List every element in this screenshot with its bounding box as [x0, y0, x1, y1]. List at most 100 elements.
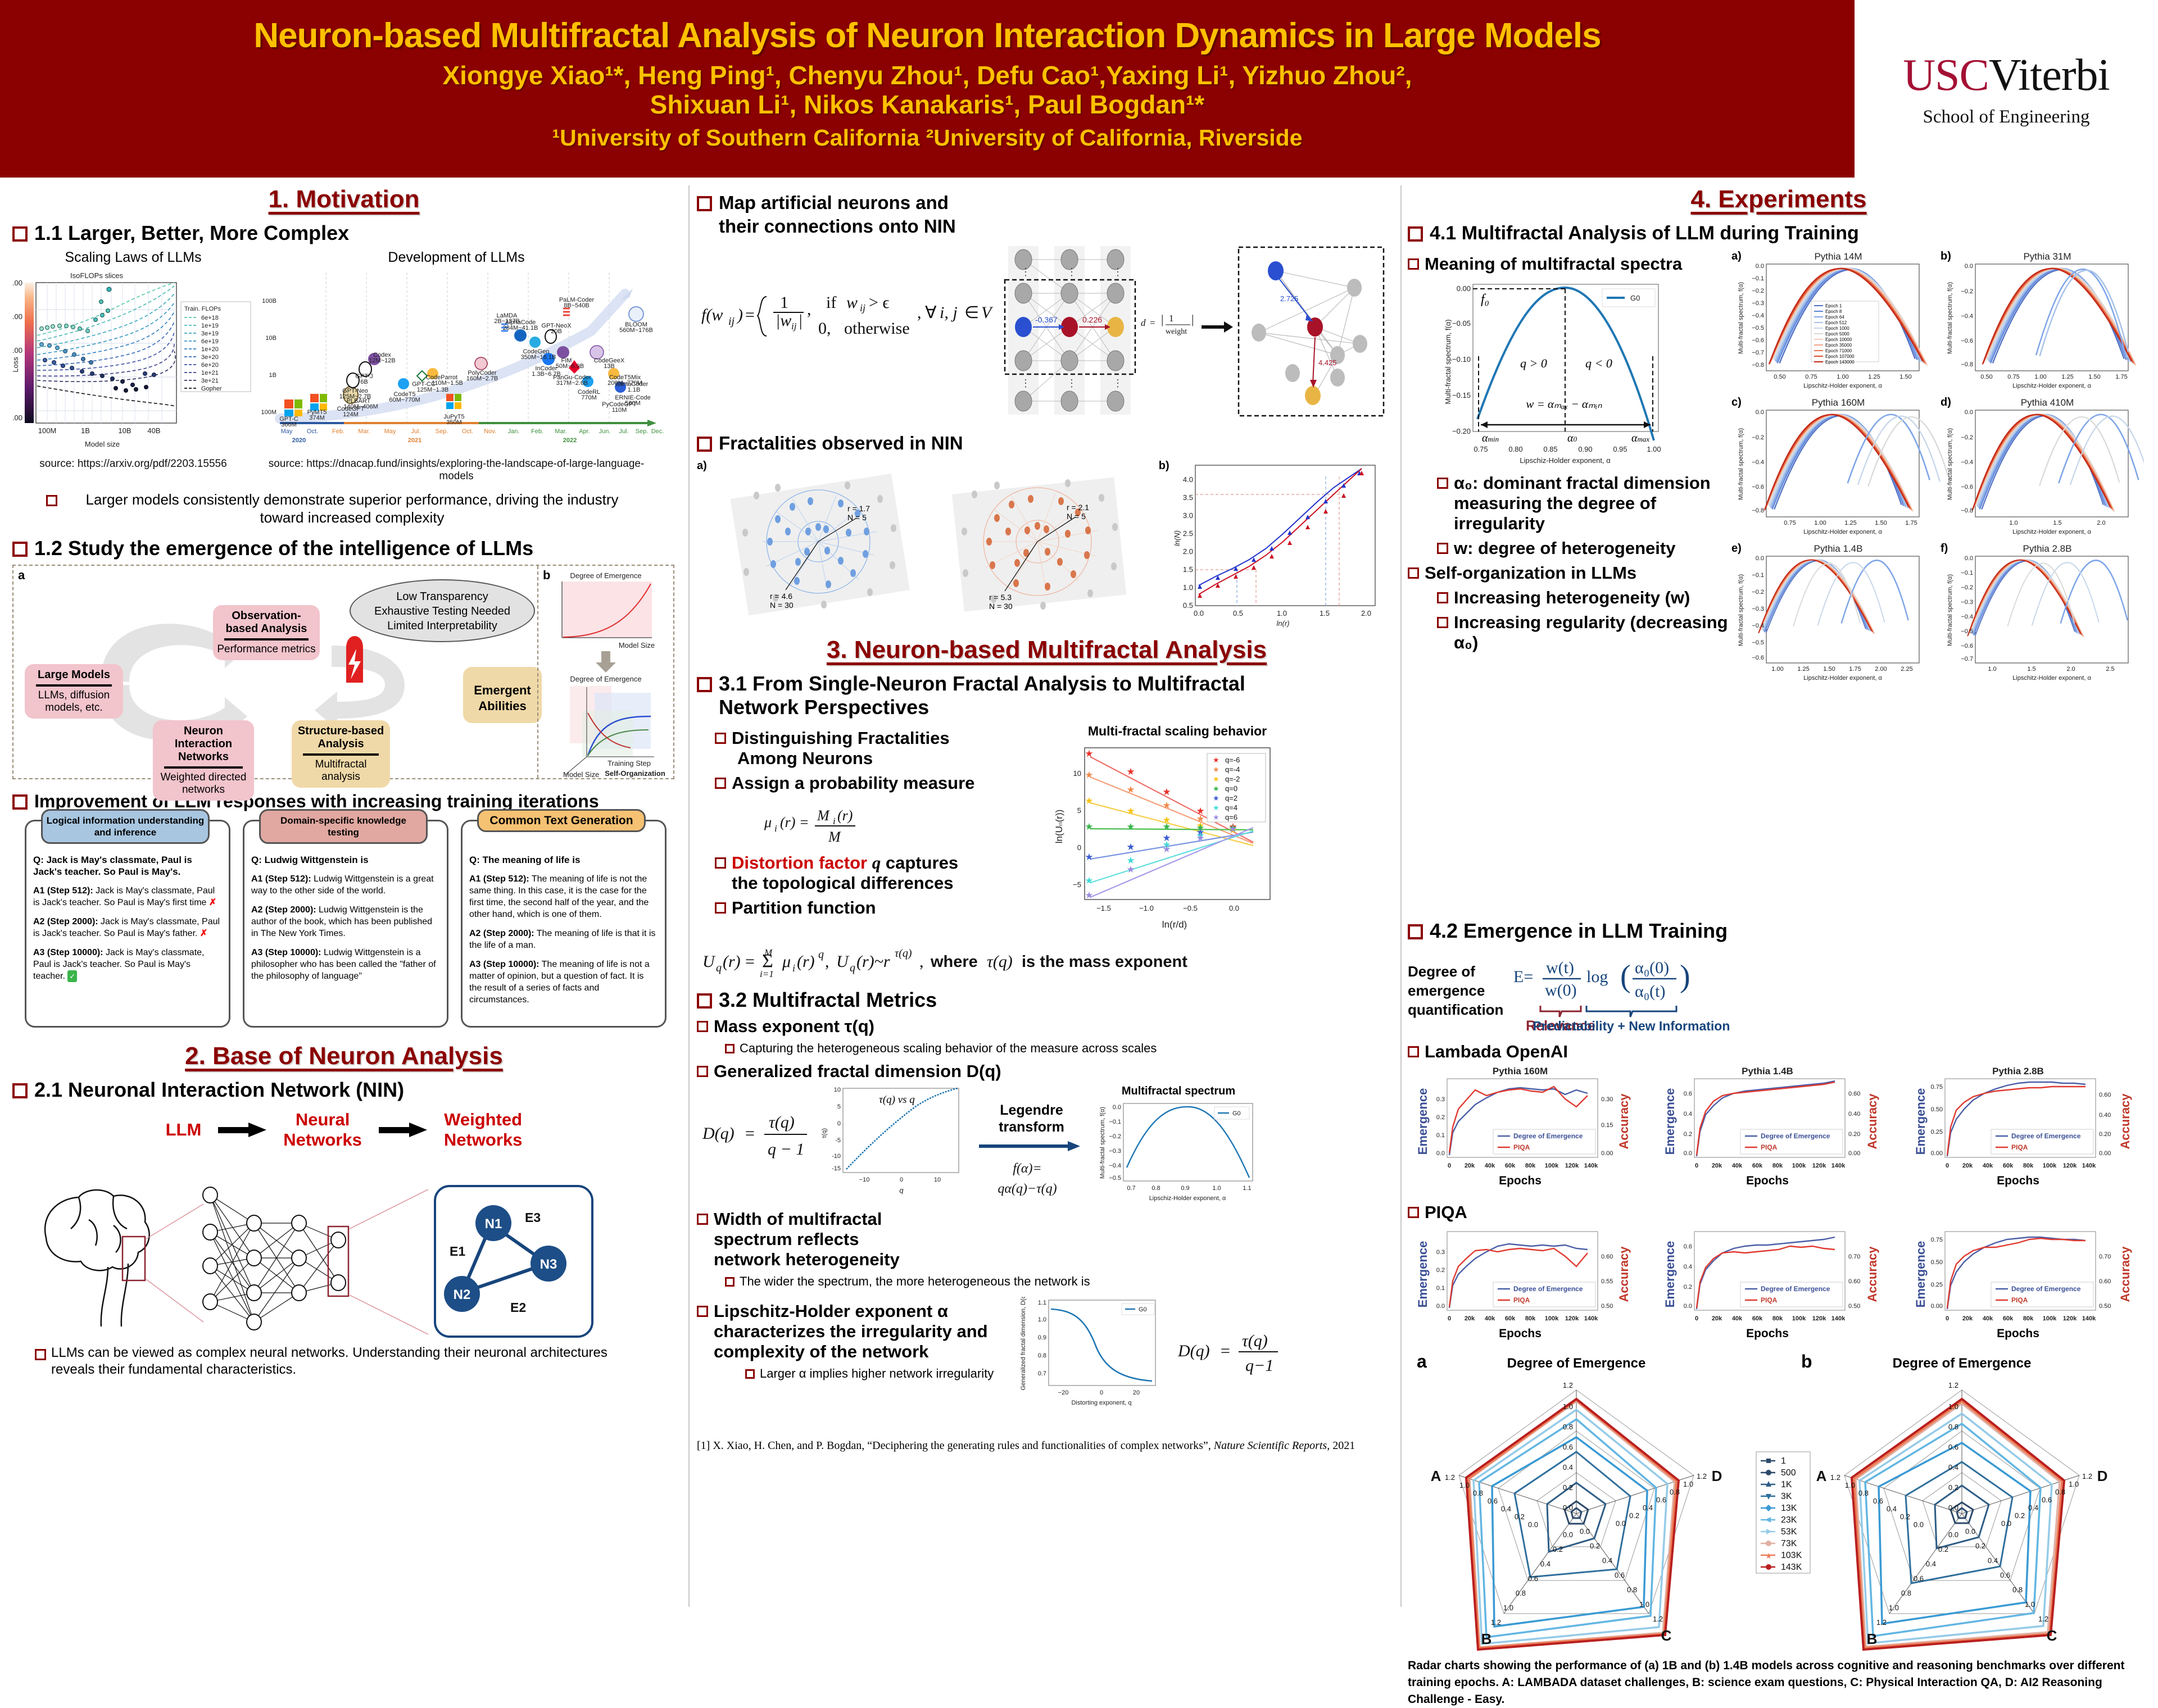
- lambada-p1-title: Pythia 160M: [1493, 1066, 1548, 1076]
- svg-text:10B: 10B: [265, 335, 276, 342]
- chart-scaling-laws-source: source: https://arxiv.org/pdf/2203.15556: [39, 458, 227, 470]
- svg-text:40k: 40k: [1732, 1315, 1743, 1322]
- svg-text:0.50: 0.50: [1980, 374, 1992, 380]
- bullet-so-heterogeneity: Increasing heterogeneity (w): [1437, 588, 1728, 608]
- svg-text:0.5: 0.5: [1183, 601, 1193, 610]
- radar-legend: 1 500 1K 3K 13K 23K 53K 73K ★ 103K 143K: [1756, 1451, 1811, 1574]
- svg-text:★: ★: [1085, 875, 1093, 886]
- bullet-alpha0: α₀: dominant fractal dimension measuring …: [1437, 473, 1728, 534]
- svg-text:6e+18: 6e+18: [201, 315, 219, 321]
- svg-text:Jul.: Jul.: [619, 428, 628, 435]
- svg-text:120k: 120k: [2063, 1315, 2077, 1322]
- lambada-heading: Lambada OpenAI: [1408, 1042, 2150, 1062]
- svg-text:1.1B: 1.1B: [628, 387, 641, 393]
- svg-text:1.0: 1.0: [1889, 1603, 1899, 1612]
- svg-text:q=-6: q=-6: [1225, 756, 1240, 764]
- svg-text:0.0: 0.0: [1563, 1530, 1573, 1539]
- qa-question: Q: The meaning of life is: [469, 855, 581, 865]
- qa-card-tab: Domain-specific knowledge testing: [259, 809, 428, 844]
- svg-text:★: ★: [1228, 825, 1237, 835]
- svg-text:0.0: 0.0: [1948, 1503, 1958, 1512]
- svg-text:0.6: 0.6: [1873, 1497, 1883, 1505]
- svg-text:0.0: 0.0: [1684, 1303, 1692, 1310]
- svg-text:Epoch 5000: Epoch 5000: [1825, 331, 1849, 337]
- chart-tau-vs-q: τ(q) vs q 10 5 0 -5 -10 -15 τ(q) −10 0 10 q: [817, 1085, 969, 1197]
- svg-text:1.0: 1.0: [2009, 520, 2018, 526]
- svg-text:80k: 80k: [1525, 1162, 1536, 1169]
- svg-text:0.0: 0.0: [1965, 1527, 1975, 1536]
- svg-text:★: ★: [1213, 756, 1219, 764]
- svg-text:0.4: 0.4: [1684, 1264, 1692, 1270]
- bullet-icon: [697, 677, 712, 692]
- svg-text:q: q: [850, 962, 855, 974]
- svg-text:ij: ij: [860, 302, 865, 314]
- svg-text:⋮: ⋮: [1113, 266, 1123, 278]
- svg-text:★: ★: [1196, 814, 1204, 824]
- svg-text:PIQA: PIQA: [1513, 1143, 1530, 1151]
- svg-text:PLBART: PLBART: [347, 398, 371, 405]
- svg-text:0: 0: [900, 1176, 903, 1183]
- svg-text:1B: 1B: [269, 372, 276, 379]
- svg-text:1.2: 1.2: [2082, 1472, 2092, 1480]
- svg-text:1.00: 1.00: [1814, 520, 1826, 526]
- reference-journal: Nature Scientific Reports: [1213, 1439, 1327, 1452]
- svg-text:−0.4: −0.4: [1961, 313, 1973, 320]
- svg-text:4.00: 4.00: [12, 312, 22, 321]
- svg-text:τ(q): τ(q): [987, 952, 1013, 971]
- svg-text:100B: 100B: [262, 298, 276, 305]
- nin-edge-e3: E3: [525, 1210, 541, 1225]
- svg-text:,: ,: [825, 952, 829, 971]
- svg-text:Σ: Σ: [762, 951, 773, 971]
- svg-text:q=2: q=2: [1225, 794, 1237, 802]
- svg-text:−0.10: −0.10: [1452, 355, 1471, 364]
- svg-text:,: ,: [917, 303, 922, 322]
- svg-text:3.0: 3.0: [1183, 511, 1193, 520]
- svg-text:i: i: [792, 962, 795, 974]
- svg-text:0.8: 0.8: [1473, 1489, 1483, 1497]
- svg-text:0.2: 0.2: [1436, 1267, 1445, 1274]
- fract-right-r1: r = 2.1: [1067, 503, 1089, 512]
- svg-text:40k: 40k: [1732, 1162, 1743, 1169]
- svg-text:0.4: 0.4: [1988, 1556, 1998, 1565]
- svg-text:Emergence: Emergence: [1914, 1241, 1928, 1308]
- svg-text:M: M: [828, 829, 841, 845]
- svg-text:Oct.: Oct.: [307, 428, 318, 435]
- svg-text:0.2: 0.2: [1563, 1483, 1573, 1492]
- svg-text:1.50: 1.50: [1823, 666, 1835, 673]
- svg-text:50M~6.9B: 50M~6.9B: [556, 363, 584, 370]
- svg-text:1.2: 1.2: [1830, 1473, 1840, 1482]
- svg-text:3.00: 3.00: [12, 346, 22, 355]
- svg-text:0: 0: [1946, 1315, 1949, 1322]
- svg-text:FIM: FIM: [561, 357, 572, 364]
- bullet-icon: [35, 1349, 46, 1360]
- svg-text:|: |: [1161, 312, 1163, 326]
- subsection-4-1-heading: 4.1 Multifractal Analysis of LLM during …: [1408, 221, 2150, 245]
- lambada-p2-title: Pythia 1.4B: [1742, 1066, 1793, 1076]
- flow-panel-b-label: b: [543, 568, 551, 582]
- svg-text:0.60: 0.60: [1848, 1278, 1860, 1285]
- svg-text:0.25: 0.25: [1931, 1129, 1943, 1135]
- bullet-icon: [697, 1021, 708, 1032]
- svg-text:ln(r): ln(r): [1276, 619, 1289, 628]
- svg-text:120k: 120k: [1565, 1315, 1579, 1322]
- svg-text:Multi-fractal spectrum, f(α): Multi-fractal spectrum, f(α): [1947, 428, 1953, 500]
- svg-text:0.50: 0.50: [1774, 374, 1785, 380]
- svg-text:★: ★: [1162, 844, 1171, 855]
- svg-text:100M: 100M: [38, 426, 57, 435]
- svg-text:0.6: 0.6: [2042, 1496, 2052, 1504]
- fractalities-heading: Fractalities observed in NIN: [697, 431, 1397, 455]
- svg-text:1.50: 1.50: [1899, 374, 1911, 380]
- svg-text:1.5: 1.5: [2027, 666, 2035, 673]
- subsection-3-1-heading: 3.1 From Single-Neuron Fractal Analysis …: [697, 672, 1397, 719]
- svg-text:−0.6: −0.6: [1961, 643, 1973, 649]
- svg-text:−0.3: −0.3: [1109, 1148, 1121, 1155]
- svg-text:0: 0: [1695, 1315, 1698, 1322]
- subsection-4-2-heading: 4.2 Emergence in LLM Training: [1408, 919, 2150, 943]
- svg-text:★: ★: [1126, 855, 1135, 866]
- poster-header: Neuron-based Multifractal Analysis of Ne…: [0, 0, 1855, 178]
- svg-text:SantaCoder: SantaCoder: [615, 381, 649, 388]
- svg-text:ERNIE-Code: ERNIE-Code: [615, 394, 651, 401]
- arrow-right-icon: [978, 1141, 1080, 1151]
- svg-text:Epoch 64: Epoch 64: [1825, 315, 1844, 320]
- svg-text:ln(Uₙ(r)): ln(Uₙ(r)): [1054, 810, 1064, 844]
